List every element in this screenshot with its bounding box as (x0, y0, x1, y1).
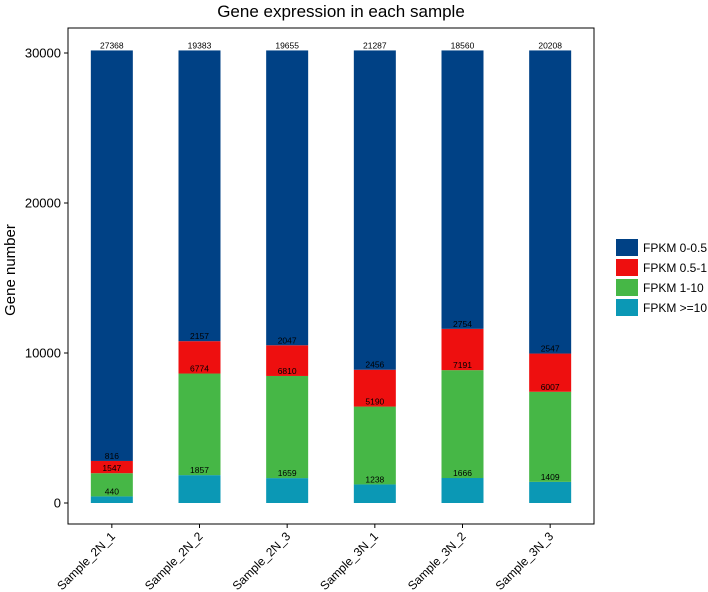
bar-segment (178, 475, 221, 503)
bar-segment (266, 50, 309, 346)
data-label: 19383 (188, 40, 212, 50)
y-tick-label: 10000 (25, 346, 61, 361)
data-label: 2456 (365, 360, 384, 370)
bar-segment (178, 341, 221, 374)
data-label: 1659 (278, 468, 297, 478)
bar-segment (353, 484, 396, 503)
x-tick-label: Sample_3N_2 (405, 529, 469, 592)
legend-swatch (616, 299, 638, 316)
bar-segment (178, 373, 221, 476)
data-label: 6007 (541, 382, 560, 392)
bar-segment (178, 50, 221, 342)
data-label: 6810 (278, 366, 297, 376)
x-tick-label: Sample_3N_1 (317, 529, 381, 592)
bar-segment (90, 460, 133, 474)
x-tick-label: Sample_2N_1 (54, 529, 118, 592)
legend-label: FPKM >=10 (643, 301, 707, 315)
data-label: 440 (105, 486, 119, 496)
data-label: 2754 (453, 319, 472, 329)
x-tick-label: Sample_3N_3 (493, 529, 557, 592)
plot-panel (67, 27, 595, 525)
data-label: 21287 (363, 40, 387, 50)
data-label: 5190 (365, 397, 384, 407)
bar-segment (353, 406, 396, 485)
data-label: 1547 (102, 463, 121, 473)
bar-segment (441, 328, 484, 371)
y-tick-label: 0 (54, 496, 61, 511)
legend-swatch (616, 279, 638, 296)
legend-label: FPKM 0.5-1 (643, 261, 707, 275)
bar-segment (266, 375, 309, 479)
x-axis: Sample_2N_1 Sample_2N_2 Sample_2N_3 Sample_… (54, 524, 557, 592)
data-label: 2157 (190, 331, 209, 341)
data-label: 1409 (541, 472, 560, 482)
y-axis-label: Gene number (2, 224, 19, 316)
y-tick-label: 30000 (25, 46, 61, 61)
legend: FPKM 0-0.5 FPKM 0.5-1 FPKM 1-10 FPKM >=10 (616, 239, 707, 316)
data-label: 19655 (275, 40, 299, 50)
data-label: 2547 (541, 344, 560, 354)
data-label: 20208 (538, 40, 562, 50)
bar-segment (266, 478, 309, 503)
data-label: 27368 (100, 40, 124, 50)
bar-segment (441, 50, 484, 329)
data-label: 1666 (453, 468, 472, 478)
legend-label: FPKM 0-0.5 (643, 241, 707, 255)
legend-swatch (616, 259, 638, 276)
bar-segment (441, 478, 484, 503)
data-label: 816 (105, 451, 119, 461)
bar-segment (529, 353, 572, 392)
y-axis: 0 10000 20000 30000 (25, 46, 68, 511)
bar-segment (441, 370, 484, 479)
x-tick-label: Sample_2N_2 (142, 529, 206, 592)
bar-segment (266, 345, 309, 376)
bars-group (90, 50, 572, 503)
bar-segment (529, 391, 572, 482)
chart-title: Gene expression in each sample (217, 2, 465, 21)
data-label: 18560 (451, 40, 475, 50)
y-tick-label: 20000 (25, 196, 61, 211)
legend-swatch (616, 239, 638, 256)
bar-segment (353, 369, 396, 407)
bar-segment (529, 50, 572, 354)
data-label: 1857 (190, 465, 209, 475)
bar-segment (90, 496, 133, 503)
data-label: 2047 (278, 335, 297, 345)
bar-segment (90, 50, 133, 461)
bar-segment (90, 473, 133, 497)
x-tick-label: Sample_2N_3 (230, 529, 294, 592)
data-label: 7191 (453, 360, 472, 370)
data-label: 1238 (365, 474, 384, 484)
data-label: 6774 (190, 364, 209, 374)
data-labels-group: 440 1547 816 27368 1857 6774 2157 19383 1659 6810… (100, 40, 562, 496)
bar-segment (353, 50, 396, 370)
bar-segment (529, 481, 572, 503)
legend-label: FPKM 1-10 (643, 281, 704, 295)
